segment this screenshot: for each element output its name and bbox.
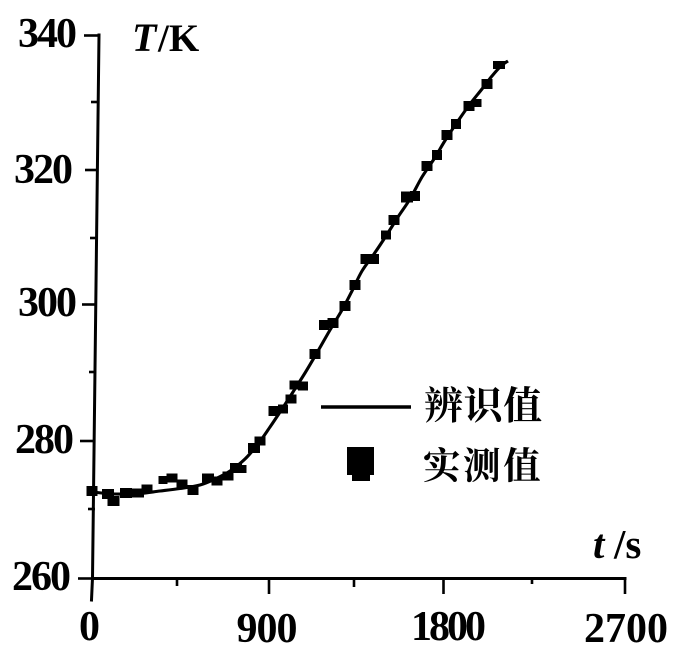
svg-text:340: 340 xyxy=(18,11,76,57)
svg-text:2700: 2700 xyxy=(584,606,668,652)
svg-text:/s: /s xyxy=(613,521,641,567)
svg-text:1800: 1800 xyxy=(411,604,485,650)
svg-text:300: 300 xyxy=(18,280,76,326)
svg-text:t: t xyxy=(593,521,606,567)
svg-text:0: 0 xyxy=(79,604,100,650)
svg-text:/K: /K xyxy=(157,17,200,60)
svg-text:T: T xyxy=(132,15,158,60)
svg-text:280: 280 xyxy=(15,417,73,463)
svg-text:900: 900 xyxy=(237,606,297,652)
svg-text:260: 260 xyxy=(12,554,70,600)
svg-text:320: 320 xyxy=(14,147,72,193)
